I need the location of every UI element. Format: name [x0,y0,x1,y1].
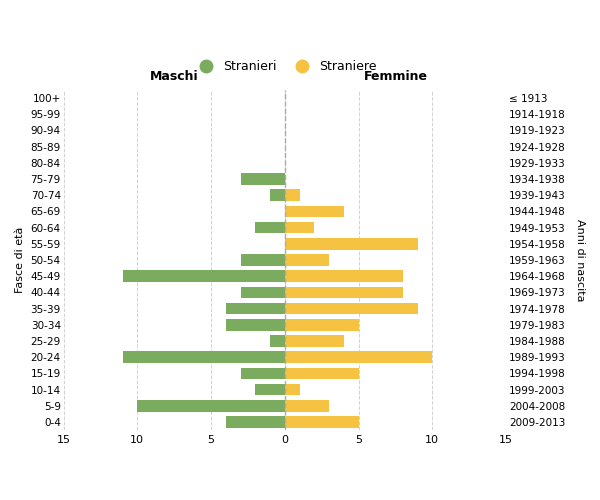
Bar [270,190,285,201]
Bar [285,319,359,330]
Bar [226,416,285,428]
Bar [285,303,418,314]
Bar [285,400,329,411]
Bar [285,238,418,250]
Bar [256,222,285,234]
Bar [226,303,285,314]
Bar [241,254,285,266]
Bar [285,206,344,218]
Bar [241,286,285,298]
Bar [241,173,285,185]
Bar [122,270,285,282]
Text: Femmine: Femmine [364,70,427,83]
Bar [285,222,314,234]
Bar [285,352,432,363]
Bar [226,319,285,330]
Legend: Stranieri, Straniere: Stranieri, Straniere [188,56,382,78]
Text: Maschi: Maschi [150,70,199,83]
Bar [241,368,285,380]
Bar [137,400,285,411]
Y-axis label: Anni di nascita: Anni di nascita [575,219,585,302]
Bar [256,384,285,396]
Bar [122,352,285,363]
Bar [285,254,329,266]
Bar [285,416,359,428]
Bar [285,384,299,396]
Bar [285,270,403,282]
Bar [285,190,299,201]
Bar [285,368,359,380]
Bar [285,286,403,298]
Y-axis label: Fasce di età: Fasce di età [15,227,25,293]
Bar [270,335,285,347]
Bar [285,335,344,347]
